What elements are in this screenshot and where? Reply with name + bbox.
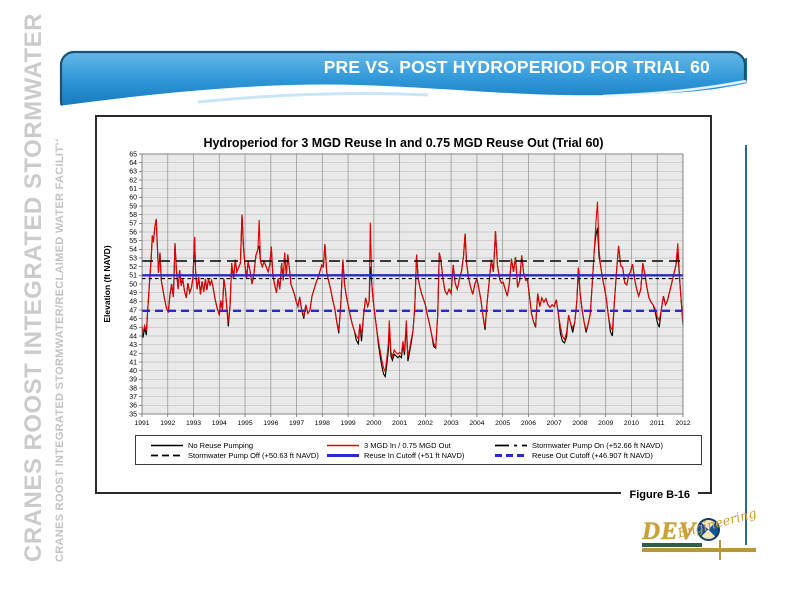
svg-text:61: 61 xyxy=(129,186,137,193)
svg-text:1991: 1991 xyxy=(134,420,149,427)
devo-wordmark: DEV xyxy=(642,518,697,545)
right-accent-line xyxy=(745,58,747,545)
header-wave-streak-left xyxy=(197,92,429,104)
legend-label: Reuse Out Cutoff (+46.907 ft NAVD) xyxy=(532,450,653,460)
series-1 xyxy=(141,201,684,374)
svg-text:2000: 2000 xyxy=(366,420,381,427)
svg-text:57: 57 xyxy=(129,221,137,228)
svg-text:1994: 1994 xyxy=(212,420,227,427)
svg-text:2007: 2007 xyxy=(547,420,562,427)
y-axis-title: Elevation (ft NAVD) xyxy=(102,245,112,322)
legend-item-2: Stormwater Pump On (+52.66 ft NAVD) xyxy=(494,441,701,450)
legend-item-1: 3 MGD In / 0.75 MGD Out xyxy=(326,441,494,450)
legend-item-3: Stormwater Pump Off (+50.63 ft NAVD) xyxy=(150,451,326,460)
svg-text:44: 44 xyxy=(129,333,137,340)
svg-text:2006: 2006 xyxy=(521,420,536,427)
legend-label: Reuse In Cutoff (+51 ft NAVD) xyxy=(364,450,465,460)
vertical-title-large: CRANES ROOST INTEGRATED STORMWATER xyxy=(20,12,47,562)
legend-key-line xyxy=(151,444,183,446)
svg-text:2004: 2004 xyxy=(469,420,484,427)
legend-key-line xyxy=(327,453,359,457)
svg-text:63: 63 xyxy=(129,169,137,176)
figure-label: Figure B-16 xyxy=(621,489,698,501)
svg-text:1999: 1999 xyxy=(341,420,356,427)
svg-text:46: 46 xyxy=(129,316,137,323)
devo-compass-icon xyxy=(697,518,721,541)
svg-text:2002: 2002 xyxy=(418,420,433,427)
svg-text:1993: 1993 xyxy=(186,420,201,427)
svg-text:1996: 1996 xyxy=(263,420,278,427)
svg-text:48: 48 xyxy=(129,299,137,306)
svg-text:64: 64 xyxy=(129,160,137,167)
header-wave-streak-right xyxy=(602,79,747,98)
svg-text:1992: 1992 xyxy=(160,420,175,427)
plot-border xyxy=(141,153,684,415)
svg-text:2010: 2010 xyxy=(624,420,639,427)
svg-text:54: 54 xyxy=(129,247,137,254)
svg-text:2008: 2008 xyxy=(572,420,587,427)
svg-text:56: 56 xyxy=(129,229,137,236)
svg-text:53: 53 xyxy=(129,255,137,262)
chart-title: Hydroperiod for 3 MGD Reuse In and 0.75 … xyxy=(203,136,604,150)
svg-text:43: 43 xyxy=(129,342,137,349)
svg-text:1998: 1998 xyxy=(315,420,330,427)
svg-text:36: 36 xyxy=(129,403,137,410)
legend-label: Stormwater Pump Off (+50.63 ft NAVD) xyxy=(188,450,319,460)
devo-stem xyxy=(719,540,721,560)
legend-key-line xyxy=(151,454,183,456)
svg-text:41: 41 xyxy=(129,359,137,366)
legend-label: 3 MGD In / 0.75 MGD Out xyxy=(364,440,451,450)
svg-text:38: 38 xyxy=(129,385,137,392)
svg-text:60: 60 xyxy=(129,195,137,202)
devo-logo: DEV Engineering xyxy=(642,506,762,564)
x-gridlines: 1991 1992 1993 1994 1995 1996 1997 1998 1999 2000… xyxy=(134,154,691,427)
svg-text:52: 52 xyxy=(129,264,137,271)
svg-text:2012: 2012 xyxy=(675,420,690,427)
svg-text:62: 62 xyxy=(129,177,137,184)
legend-label: Stormwater Pump On (+52.66 ft NAVD) xyxy=(532,440,663,450)
svg-text:40: 40 xyxy=(129,368,137,375)
legend-item-4: Reuse In Cutoff (+51 ft NAVD) xyxy=(326,451,494,460)
legend-key-line xyxy=(327,444,359,446)
svg-text:65: 65 xyxy=(129,151,137,158)
legend-item-5: Reuse Out Cutoff (+46.907 ft NAVD) xyxy=(494,451,701,460)
legend-key-line xyxy=(495,453,527,457)
legend-item-0: No Reuse Pumping xyxy=(150,441,326,450)
svg-text:45: 45 xyxy=(129,325,137,332)
svg-text:35: 35 xyxy=(129,411,137,418)
svg-text:49: 49 xyxy=(129,290,137,297)
svg-text:1995: 1995 xyxy=(237,420,252,427)
svg-text:39: 39 xyxy=(129,377,137,384)
svg-text:47: 47 xyxy=(129,307,137,314)
legend-key-line xyxy=(495,444,527,446)
legend-label: No Reuse Pumping xyxy=(188,440,254,450)
header-title: PRE VS. POST HYDROPERIOD FOR TRIAL 60 xyxy=(323,57,710,77)
svg-text:50: 50 xyxy=(129,281,137,288)
svg-text:59: 59 xyxy=(129,203,137,210)
svg-text:58: 58 xyxy=(129,212,137,219)
chart-frame: Hydroperiod for 3 MGD Reuse In and 0.75 … xyxy=(95,115,712,501)
svg-text:55: 55 xyxy=(129,238,137,245)
svg-text:2011: 2011 xyxy=(650,420,665,427)
svg-text:2003: 2003 xyxy=(444,420,459,427)
svg-text:42: 42 xyxy=(129,351,137,358)
svg-text:2009: 2009 xyxy=(598,420,613,427)
devo-underline-green xyxy=(642,543,702,547)
chart-legend: No Reuse Pumping 3 MGD In / 0.75 MGD Out S… xyxy=(135,435,702,465)
svg-text:1997: 1997 xyxy=(289,420,304,427)
svg-text:2001: 2001 xyxy=(392,420,407,427)
svg-text:37: 37 xyxy=(129,394,137,401)
svg-text:51: 51 xyxy=(129,273,137,280)
devo-underline-gold xyxy=(642,548,756,552)
svg-text:2005: 2005 xyxy=(495,420,510,427)
